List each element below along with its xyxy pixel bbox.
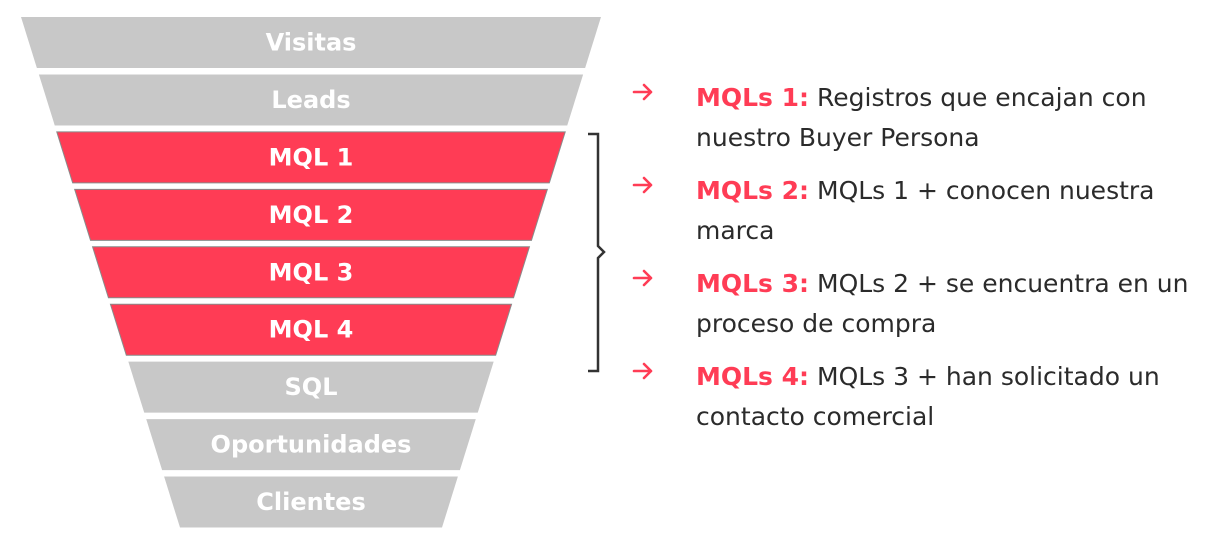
mql-description-text: MQLs 2: MQLs 1 + conocen nuestra marca <box>696 171 1202 251</box>
funnel-stage-band <box>73 188 549 241</box>
arrow-right-icon <box>632 269 653 287</box>
funnel-stage-label: Clientes <box>256 488 365 516</box>
funnel-stage-band <box>109 303 513 356</box>
funnel-stage: MQL 4 <box>109 303 513 356</box>
funnel-stage: Visitas <box>21 17 601 68</box>
mql-description-body: MQLs 1 + conocen nuestra marca <box>696 176 1155 245</box>
mql-description-body: MQLs 3 + han solicitado un contacto come… <box>696 362 1160 431</box>
funnel-stage-label: Leads <box>271 86 350 114</box>
funnel-stage-label: Oportunidades <box>211 431 412 459</box>
funnel-stage-band <box>56 131 566 184</box>
mql-description-key: MQLs 3: <box>696 269 810 298</box>
funnel-stage-label: MQL 2 <box>269 201 354 229</box>
funnel-stage-label: MQL 1 <box>269 143 354 171</box>
mql-description-2: MQLs 2: MQLs 1 + conocen nuestra marca <box>632 171 1202 270</box>
mql-description-1: MQLs 1: Registros que encajan con nuestr… <box>632 78 1202 177</box>
mql-description-list: MQLs 1: Registros que encajan con nuestr… <box>632 83 1202 456</box>
mql-description-text: MQLs 3: MQLs 2 + se encuentra en un proc… <box>696 264 1202 344</box>
funnel-stage-band <box>91 246 531 299</box>
mql-description-key: MQLs 4: <box>696 362 810 391</box>
mql-description-key: MQLs 2: <box>696 176 810 205</box>
funnel-stage: SQL <box>128 361 494 413</box>
mql-description-4: MQLs 4: MQLs 3 + han solicitado un conta… <box>632 357 1202 456</box>
mql-description-body: MQLs 2 + se encuentra en un proceso de c… <box>696 269 1189 338</box>
funnel-stage-band <box>128 361 494 413</box>
funnel-stage: Clientes <box>164 476 458 528</box>
mql-bracket <box>588 132 606 373</box>
mql-description-body: Registros que encajan con nuestro Buyer … <box>696 83 1147 152</box>
funnel-stage: Oportunidades <box>146 419 476 471</box>
arrow-right-icon <box>632 362 653 380</box>
funnel-stage-label: MQL 4 <box>269 316 354 344</box>
funnel-stage: MQL 2 <box>73 188 549 241</box>
funnel-diagram: Visitas Leads MQL 1 MQL 2 MQL 3 MQL 4 SQL Oport… <box>21 17 601 528</box>
funnel-stage: Leads <box>38 74 584 126</box>
funnel-stage-label: MQL 3 <box>269 258 354 286</box>
funnel-stage-band <box>21 17 601 68</box>
mql-description-key: MQLs 1: <box>696 83 810 112</box>
arrow-right-icon <box>632 176 653 194</box>
funnel-stage-band <box>38 74 584 126</box>
funnel-stage-band <box>146 419 476 471</box>
funnel-stage-band <box>164 476 458 528</box>
funnel-stage: MQL 3 <box>91 246 531 299</box>
arrow-right-icon <box>632 83 653 101</box>
funnel-stage-label: Visitas <box>266 29 357 57</box>
funnel-stage-label: SQL <box>285 373 338 401</box>
mql-description-3: MQLs 3: MQLs 2 + se encuentra en un proc… <box>632 264 1202 363</box>
mql-description-text: MQLs 4: MQLs 3 + han solicitado un conta… <box>696 357 1202 437</box>
mql-description-text: MQLs 1: Registros que encajan con nuestr… <box>696 78 1202 158</box>
funnel-stage: MQL 1 <box>56 131 566 184</box>
